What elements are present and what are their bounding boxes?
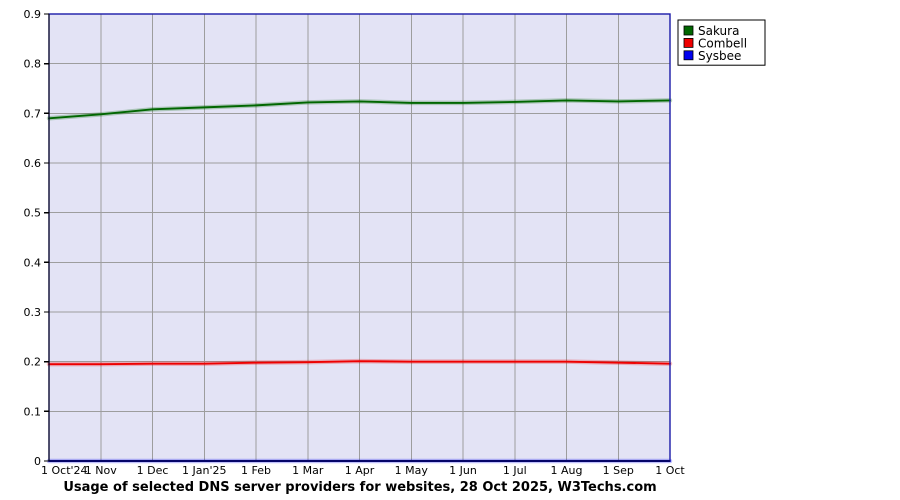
x-axis: 1 Oct'241 Nov 1 Dec 1 Jan'25 1 Feb 1 Mar 1 Ap… <box>41 460 685 477</box>
y-tick-label: 0.2 <box>24 356 42 369</box>
series-line-combell <box>48 360 671 366</box>
y-tick-label: 0 <box>34 455 41 468</box>
x-tick-label: 1 Jul <box>503 464 527 477</box>
y-tick-label: 0.5 <box>24 207 42 220</box>
x-tick-label: 1 Nov <box>85 464 117 477</box>
x-tick-label: 1 Sep <box>603 464 634 477</box>
series-line-sakura <box>48 99 671 120</box>
y-tick-label: 0.3 <box>24 306 42 319</box>
legend-label-sakura: Sakura <box>698 24 739 38</box>
x-tick-label: 1 May <box>395 464 429 477</box>
y-tick-label: 0.4 <box>24 256 42 269</box>
x-tick-label: 1 Jun <box>449 464 477 477</box>
y-axis: 0 0.1 0.2 0.3 0.4 0.5 0.6 0.7 0.8 0.9 <box>24 8 50 468</box>
legend-swatch-sakura <box>683 25 694 36</box>
y-tick-label: 0.6 <box>24 157 42 170</box>
x-tick-label: 1 Oct <box>655 464 685 477</box>
legend-swatch-combell <box>683 38 694 48</box>
y-tick-label: 0.8 <box>24 58 42 71</box>
x-tick-label: 1 Dec <box>137 464 169 477</box>
legend-swatch-sysbee <box>683 50 694 61</box>
x-tick-label: 1 Jan'25 <box>182 464 226 477</box>
y-tick-label: 0.9 <box>24 8 42 21</box>
y-tick-label: 0.1 <box>24 405 42 418</box>
x-tick-label: 1 Apr <box>345 464 375 477</box>
x-tick-label: 1 Aug <box>551 464 583 477</box>
y-tick-label: 0.7 <box>24 107 42 120</box>
x-tick-label: 1 Mar <box>292 464 324 477</box>
chart-caption: Usage of selected DNS server providers f… <box>63 480 656 495</box>
legend-label-combell: Combell <box>698 36 747 50</box>
gridlines <box>49 13 671 461</box>
x-tick-label: 1 Oct'24 <box>41 464 88 477</box>
legend-label-sysbee: Sysbee <box>698 49 741 63</box>
x-tick-label: 1 Feb <box>241 464 271 477</box>
